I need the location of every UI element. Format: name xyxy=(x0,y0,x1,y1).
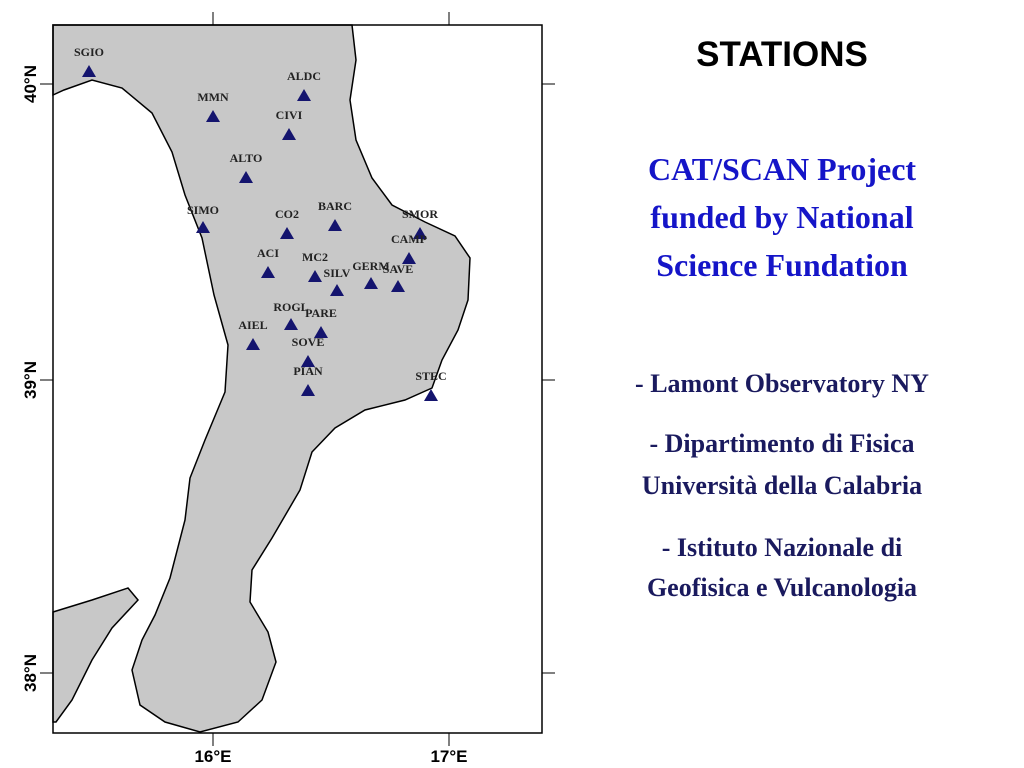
station-label: PIAN xyxy=(293,364,323,378)
project-line: funded by National xyxy=(650,199,913,235)
station-marker xyxy=(328,219,342,231)
partner-line: - Dipartimento di Fisica xyxy=(649,429,914,458)
station-label: BARC xyxy=(318,199,352,213)
slide-title: STATIONS xyxy=(696,35,868,74)
station-label: SAVE xyxy=(383,262,413,276)
station-label: STEC xyxy=(415,369,446,383)
station-marker xyxy=(402,252,416,264)
station-marker xyxy=(196,221,210,233)
station-label: ROGL xyxy=(273,300,308,314)
lat-label: 40°N xyxy=(21,65,40,103)
station-label: ALTO xyxy=(230,151,263,165)
map-frame xyxy=(52,24,543,734)
station-marker xyxy=(391,280,405,292)
partner-line: Università della Calabria xyxy=(642,471,922,500)
station-label: SILV xyxy=(324,266,351,280)
station-label: MMN xyxy=(197,90,229,104)
station-label: SOVE xyxy=(292,335,325,349)
station-label: SMOR xyxy=(402,207,438,221)
partner-line: - Istituto Nazionale di xyxy=(662,533,903,562)
station-marker xyxy=(424,389,438,401)
station-marker xyxy=(82,65,96,77)
station-label: CAMP xyxy=(391,232,427,246)
station-marker xyxy=(297,89,311,101)
station-marker xyxy=(246,338,260,350)
station-label: MC2 xyxy=(302,250,328,264)
partner-line: Geofisica e Vulcanologia xyxy=(647,573,917,602)
lat-label: 39°N xyxy=(21,361,40,399)
lon-label: 16°E xyxy=(194,747,231,766)
station-label: GERM xyxy=(352,259,389,273)
station-marker xyxy=(308,270,322,282)
station-label: AIEL xyxy=(238,318,267,332)
lat-label: 38°N xyxy=(21,654,40,692)
partner-line: - Lamont Observatory NY xyxy=(635,369,929,398)
project-line: Science Fundation xyxy=(656,247,908,283)
station-marker xyxy=(239,171,253,183)
station-label: SIMO xyxy=(187,203,219,217)
station-label: CO2 xyxy=(275,207,299,221)
map-ticks xyxy=(40,12,555,746)
station-label: ALDC xyxy=(287,69,321,83)
lon-label: 17°E xyxy=(430,747,467,766)
station-marker xyxy=(314,326,328,338)
station-marker xyxy=(282,128,296,140)
station-marker xyxy=(301,355,315,367)
station-marker xyxy=(206,110,220,122)
station-marker xyxy=(261,266,275,278)
station-marker xyxy=(284,318,298,330)
station-marker xyxy=(301,384,315,396)
project-line: CAT/SCAN Project xyxy=(648,151,916,187)
station-marker xyxy=(364,277,378,289)
station-marker xyxy=(413,227,427,239)
station-marker xyxy=(280,227,294,239)
station-label: SGIO xyxy=(74,45,104,59)
station-marker xyxy=(330,284,344,296)
station-label: ACI xyxy=(257,246,279,260)
station-label: CIVI xyxy=(276,108,303,122)
station-label: PARE xyxy=(305,306,337,320)
